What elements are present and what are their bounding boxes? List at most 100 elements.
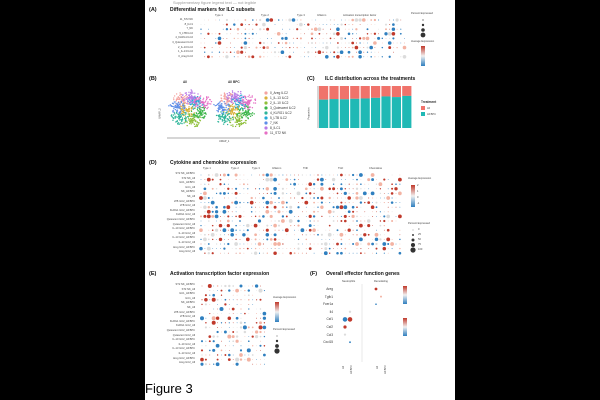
panel-d-dot [313, 220, 315, 222]
panel-a-dot [322, 28, 324, 30]
panel-d-dot [347, 210, 351, 214]
panel-e-dot [240, 317, 242, 319]
panel-e-dot [228, 289, 231, 292]
panel-a-dot [289, 46, 291, 49]
panel-b-all-point [177, 106, 180, 109]
panel-d-dot [336, 242, 339, 246]
panel-d-dot [313, 197, 315, 199]
panel-a-dot [200, 47, 202, 48]
panel-b-allbpc-point [218, 108, 220, 111]
panel-b-allbpc-point [251, 112, 254, 114]
panel-a-dot [378, 28, 379, 30]
panel-d-dot [387, 220, 389, 222]
panel-d-dot [250, 196, 253, 200]
panel-a-dot [354, 45, 359, 50]
panel-d-dot [235, 179, 237, 181]
panel-a-dot [402, 45, 407, 50]
panel-b-all-point [170, 105, 172, 107]
panel-b-all-point [185, 113, 187, 115]
panel-a-dot [374, 56, 376, 58]
panel-d-dot [259, 193, 260, 194]
panel-b-allbpc-point [236, 119, 239, 121]
panel-d-dot [348, 252, 350, 254]
panel-a-dot [244, 37, 247, 40]
panel-a-dot [263, 28, 265, 30]
panel-d-dot [200, 192, 202, 194]
panel-b-allbpc-point [229, 121, 232, 124]
panel-c-bar-all [329, 86, 339, 100]
panel-d-dot [399, 183, 401, 185]
panel-b-legend-label: 0_Areg ILC2 [270, 91, 288, 95]
panel-b-all-point [173, 99, 175, 101]
panel-b-allbpc-point [238, 123, 240, 125]
panel-b-all-point [201, 106, 203, 109]
panel-b-all-point [186, 102, 188, 105]
panel-b-allbpc-point [224, 112, 227, 114]
panel-b-all-point [210, 100, 213, 103]
panel-d-group-chemokine: Chemokine [369, 167, 383, 170]
panel-d-dot [294, 225, 295, 227]
panel-d-pct-tick: 75 [418, 243, 421, 246]
panel-b-legend-label: 8_ILC1 [270, 126, 281, 130]
panel-b-all-point [190, 117, 192, 120]
panel-e-dot [232, 340, 235, 343]
panel-b-all-point [185, 102, 187, 104]
panel-a-dot [277, 19, 280, 21]
panel-b-all-point [196, 99, 198, 102]
panel-a-dot [322, 33, 324, 35]
panel-e-legend-avg: Average Expression [273, 296, 297, 299]
panel-d-dot [367, 233, 370, 236]
panel-b-allbpc-point [232, 125, 234, 128]
panel-a-dot [245, 56, 246, 58]
panel-d-dot [313, 252, 315, 254]
panel-e-dot [213, 313, 215, 314]
panel-d-dot [223, 252, 225, 254]
panel-b-all-point [195, 105, 197, 107]
panel-d-dot [231, 192, 233, 195]
panel-b-allbpc-point [241, 116, 244, 119]
panel-d-dot [305, 233, 308, 236]
panel-b-allbpc-point [236, 93, 238, 96]
panel-d-dot [278, 174, 280, 176]
panel-d-dot [231, 239, 233, 240]
panel-d-dot [239, 243, 241, 245]
panel-a-dot [222, 28, 224, 30]
panel-c-bar-allbpc [360, 98, 370, 128]
panel-d-dot [235, 247, 237, 250]
panel-d-dot [391, 248, 393, 250]
panel-d-dot [304, 200, 309, 205]
panel-d-dot [243, 248, 245, 250]
panel-a-dot [370, 56, 372, 58]
panel-d-dot [278, 202, 280, 204]
panel-b-allbpc-point [221, 103, 223, 105]
panel-b-allbpc-point [246, 113, 248, 116]
panel-d-dot [204, 248, 206, 250]
panel-b-all-point [206, 107, 208, 110]
panel-e-dot [236, 322, 238, 324]
panel-d-dot [328, 187, 331, 191]
panel-b-all-point [185, 108, 187, 110]
panel-d-dot [214, 214, 219, 219]
panel-d-dot [253, 223, 258, 228]
panel-d-dot [239, 225, 241, 227]
panel-b-all-point [186, 116, 189, 118]
panel-d-dot [382, 246, 387, 251]
panel-e-dot [200, 349, 204, 352]
panel-a-dot [400, 56, 402, 58]
panel-d-dot [372, 225, 373, 227]
panel-d-dot [352, 179, 354, 181]
panel-d-dot [265, 187, 269, 191]
panel-a-dot [330, 24, 331, 25]
panel-a-dot [233, 19, 235, 21]
panel-a-dot [266, 46, 270, 50]
panel-a-dot [367, 42, 368, 44]
panel-d-dot [335, 205, 340, 209]
panel-d-dot [251, 243, 253, 245]
panel-e-dot [256, 308, 257, 310]
panel-b-allbpc-point [226, 123, 229, 126]
panel-d-dot [341, 179, 342, 181]
panel-e-dot [255, 321, 258, 324]
panel-d-dot [203, 196, 207, 200]
panel-d-dot [394, 187, 398, 191]
panel-d-dot [313, 174, 315, 176]
